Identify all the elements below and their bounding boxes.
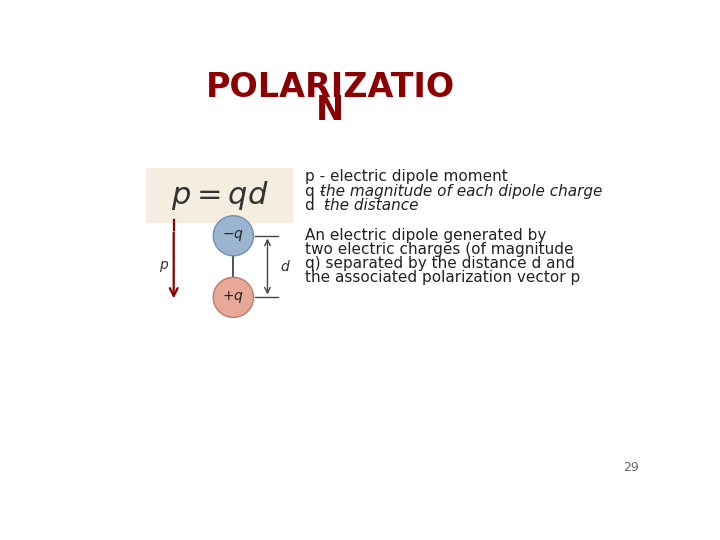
Text: q -: q - [305,184,330,199]
Text: An electric dipole generated by: An electric dipole generated by [305,228,546,243]
Text: 29: 29 [623,462,639,475]
Text: $-q$: $-q$ [222,228,244,243]
Text: $p = qd$: $p = qd$ [171,179,269,212]
Text: $p$: $p$ [158,259,168,274]
Text: POLARIZATIO: POLARIZATIO [206,71,455,104]
Text: N: N [316,94,344,127]
Text: two electric charges (of magnitude: two electric charges (of magnitude [305,242,574,257]
FancyBboxPatch shape [145,168,293,224]
Text: q) separated by the distance d and: q) separated by the distance d and [305,256,575,271]
Text: the magnitude of each dipole charge: the magnitude of each dipole charge [320,184,603,199]
Text: $d$: $d$ [280,259,291,274]
Text: d  -: d - [305,198,336,213]
Text: $+q$: $+q$ [222,289,244,305]
Ellipse shape [213,215,253,256]
Text: p - electric dipole moment: p - electric dipole moment [305,169,508,184]
Text: the associated polarization vector p: the associated polarization vector p [305,270,581,285]
Text: the distance: the distance [324,198,418,213]
Ellipse shape [213,278,253,318]
